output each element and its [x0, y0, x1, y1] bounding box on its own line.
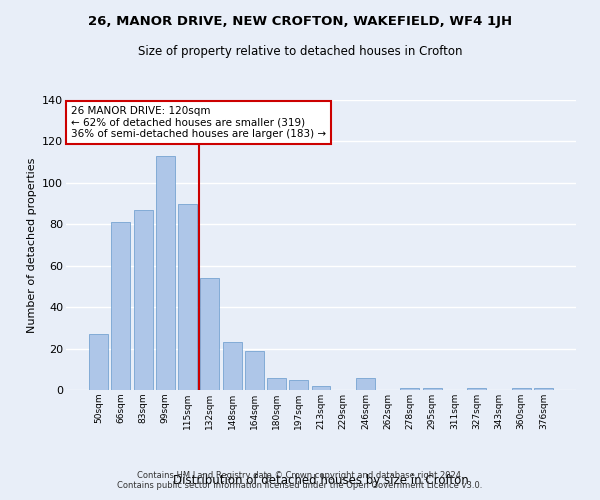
- Bar: [223, 342, 242, 390]
- Bar: [134, 210, 152, 390]
- Bar: [512, 388, 530, 390]
- Bar: [178, 204, 197, 390]
- Y-axis label: Number of detached properties: Number of detached properties: [26, 158, 37, 332]
- X-axis label: Distribution of detached houses by size in Crofton: Distribution of detached houses by size …: [173, 474, 469, 486]
- Bar: [311, 386, 331, 390]
- Text: 26 MANOR DRIVE: 120sqm
← 62% of detached houses are smaller (319)
36% of semi-de: 26 MANOR DRIVE: 120sqm ← 62% of detached…: [71, 106, 326, 139]
- Bar: [89, 334, 108, 390]
- Bar: [112, 222, 130, 390]
- Bar: [200, 278, 219, 390]
- Bar: [356, 378, 375, 390]
- Bar: [289, 380, 308, 390]
- Bar: [423, 388, 442, 390]
- Bar: [245, 350, 264, 390]
- Bar: [156, 156, 175, 390]
- Bar: [267, 378, 286, 390]
- Bar: [534, 388, 553, 390]
- Text: Size of property relative to detached houses in Crofton: Size of property relative to detached ho…: [138, 45, 462, 58]
- Text: Contains HM Land Registry data © Crown copyright and database right 2024.
Contai: Contains HM Land Registry data © Crown c…: [118, 470, 482, 490]
- Bar: [400, 388, 419, 390]
- Text: 26, MANOR DRIVE, NEW CROFTON, WAKEFIELD, WF4 1JH: 26, MANOR DRIVE, NEW CROFTON, WAKEFIELD,…: [88, 15, 512, 28]
- Bar: [467, 388, 486, 390]
